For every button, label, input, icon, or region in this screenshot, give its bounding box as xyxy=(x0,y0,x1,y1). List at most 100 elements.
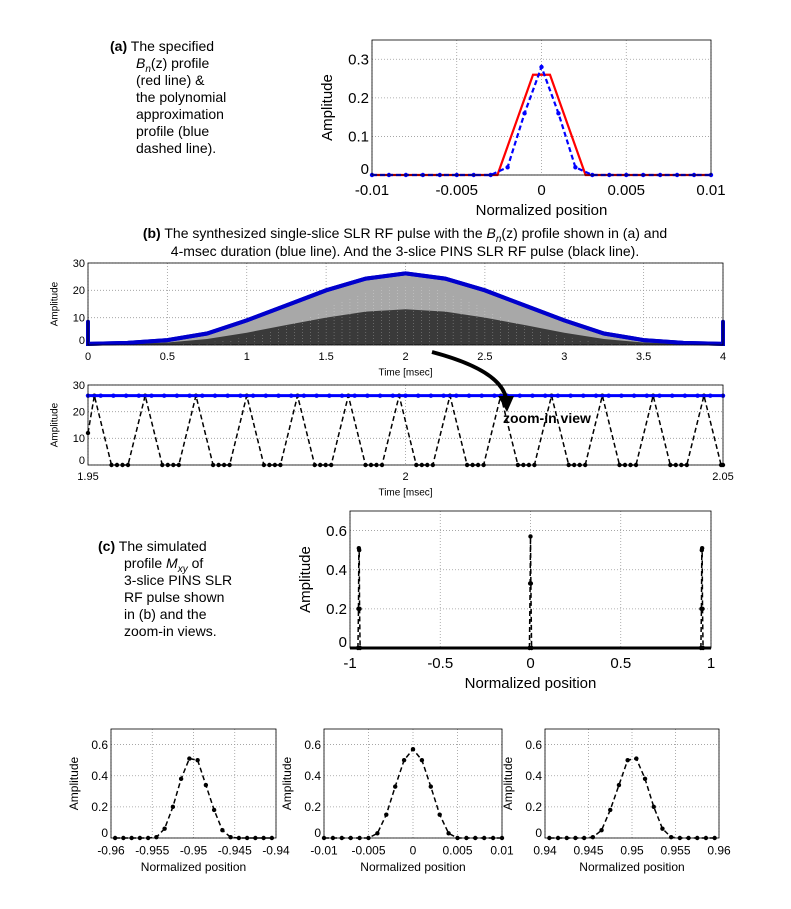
data-point xyxy=(446,831,451,836)
data-point xyxy=(573,165,578,170)
data-point xyxy=(390,393,395,398)
data-point xyxy=(263,393,268,398)
data-point xyxy=(522,111,527,116)
y-axis-label: Amplitude xyxy=(319,74,336,141)
arrow-head-icon xyxy=(498,396,514,412)
y-tick-label: 0.4 xyxy=(326,562,347,579)
data-point xyxy=(410,747,416,752)
data-point xyxy=(428,393,434,398)
y-tick-label: 0 xyxy=(101,826,108,840)
data-point xyxy=(625,757,630,763)
caption-a-line: approximation xyxy=(136,106,224,122)
y-tick-label: 0.2 xyxy=(91,800,108,814)
caption-a-line: (z) profile xyxy=(150,55,210,71)
y-axis-label: Amplitude xyxy=(50,281,61,326)
x-tick-label: 0.01 xyxy=(490,843,514,857)
y-tick-label: 0.2 xyxy=(525,800,542,814)
data-point xyxy=(660,826,665,831)
y-tick-label: 0 xyxy=(535,826,542,840)
x-tick-label: 0.5 xyxy=(610,655,631,672)
y-tick-label: 0.4 xyxy=(304,769,321,783)
data-point xyxy=(375,831,380,836)
x-tick-label: 2 xyxy=(402,471,408,483)
x-tick-label: 0.005 xyxy=(442,843,472,857)
data-point xyxy=(212,393,218,398)
data-point xyxy=(276,393,281,398)
x-tick-label: 1 xyxy=(244,351,250,363)
data-point xyxy=(699,545,705,551)
data-point xyxy=(162,826,167,831)
data-point xyxy=(228,835,233,840)
data-point xyxy=(377,393,383,398)
data-point xyxy=(581,393,586,398)
caption-b-tag: (b) xyxy=(142,225,161,241)
y-tick-label: 0 xyxy=(339,634,347,651)
x-tick-label: -0.005 xyxy=(435,182,478,199)
x-tick-label: 0.95 xyxy=(620,843,644,857)
data-point xyxy=(619,393,624,398)
data-point xyxy=(593,393,599,398)
data-point xyxy=(250,393,256,398)
caption-a-tag: (a) xyxy=(110,38,128,54)
x-tick-label: 4 xyxy=(720,351,726,363)
series-line xyxy=(86,271,725,346)
data-point xyxy=(657,393,662,398)
caption-c-line: in (b) and the xyxy=(124,606,207,622)
data-point xyxy=(670,393,675,398)
data-point xyxy=(195,757,200,763)
data-point xyxy=(327,393,332,398)
data-point xyxy=(517,393,522,398)
data-point xyxy=(616,782,622,788)
x-tick-label: 3.5 xyxy=(636,351,651,363)
axes-frame xyxy=(349,510,712,649)
y-tick-label: 0 xyxy=(79,335,85,347)
data-point xyxy=(700,606,705,612)
caption-c-line: RF pulse shown xyxy=(124,589,225,605)
caption-b-symbol: B xyxy=(486,225,496,241)
zoom-arrow-icon xyxy=(431,350,508,399)
data-point xyxy=(606,393,611,398)
data-point xyxy=(339,393,345,398)
x-tick-label: -0.955 xyxy=(135,843,169,857)
y-axis-label: Amplitude xyxy=(67,757,81,811)
data-point xyxy=(174,393,180,398)
x-axis-label: Time [msec] xyxy=(378,367,432,378)
data-point xyxy=(556,111,561,116)
data-point xyxy=(437,812,442,817)
x-tick-label: -0.945 xyxy=(218,843,252,857)
data-point xyxy=(393,784,398,789)
zoom-in-annotation: zoom-in view xyxy=(503,410,591,426)
caption-c-line: 3-slice PINS SLR xyxy=(124,572,233,588)
x-axis-label: Normalized position xyxy=(141,860,246,874)
data-point xyxy=(111,393,116,398)
series-line xyxy=(357,548,361,649)
data-point xyxy=(220,828,225,833)
axes-frame xyxy=(110,728,277,839)
chart-b1: 0 0.5 1 1.5 2 2.5 3 3.5 4 0 10 20 30 Time [msec] Ampli… xyxy=(50,258,726,379)
x-tick-label: 1.95 xyxy=(77,471,98,483)
data-point xyxy=(357,547,362,553)
y-tick-label: 0.3 xyxy=(348,52,369,69)
series-line xyxy=(700,548,704,649)
data-point xyxy=(479,393,484,398)
data-point xyxy=(528,534,533,539)
axes-frame xyxy=(87,262,724,346)
x-tick-label: -0.95 xyxy=(180,843,208,857)
y-tick-label: 20 xyxy=(73,407,85,419)
data-point xyxy=(492,393,497,398)
data-point xyxy=(568,393,573,398)
x-tick-label: -1 xyxy=(343,655,356,672)
caption-a-subscript: n xyxy=(145,63,151,75)
data-point xyxy=(695,393,700,398)
data-point xyxy=(708,393,713,398)
data-point xyxy=(149,393,154,398)
data-point xyxy=(162,393,167,398)
caption-a-symbol: B xyxy=(136,55,146,71)
data-point xyxy=(419,757,425,763)
chart-d2: -0.01 -0.005 0 0.005 0.01 0 0.2 0.4 0.6 Normalize… xyxy=(280,728,514,874)
data-point xyxy=(352,393,357,398)
chart-d1: -0.96 -0.955 -0.95 -0.945 -0.94 0 0.2 0.4 0.6 Nor… xyxy=(67,728,290,874)
caption-a-line: profile (blue xyxy=(136,123,210,139)
